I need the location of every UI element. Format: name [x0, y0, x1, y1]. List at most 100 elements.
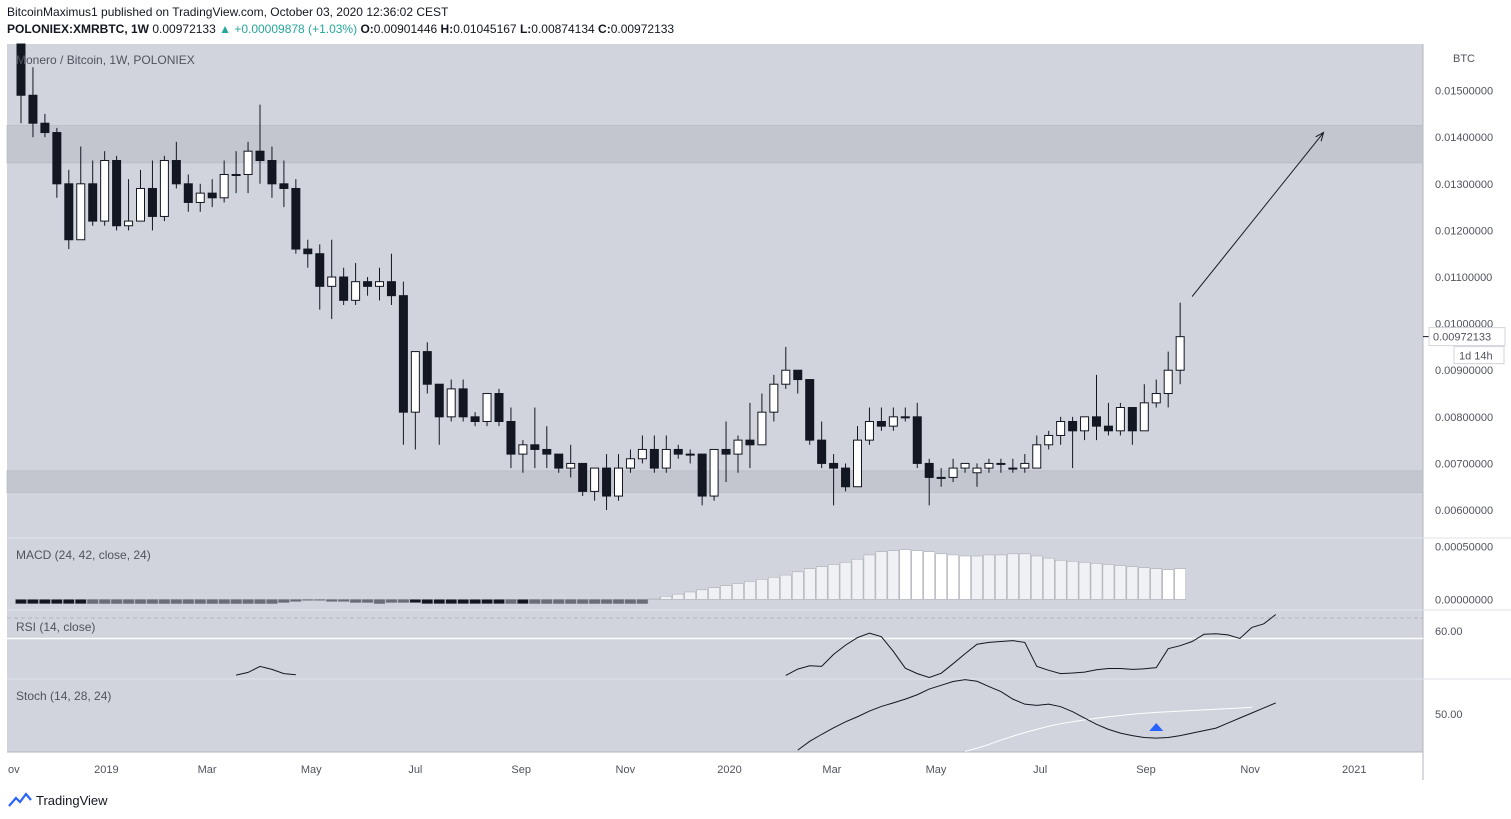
macd-bar	[1019, 553, 1031, 600]
macd-bar	[911, 550, 923, 600]
candle-body	[255, 150, 265, 162]
candle-body	[948, 467, 958, 478]
macd-bar	[194, 599, 206, 604]
rsi-pane-bg	[7, 610, 1423, 679]
macd-label: MACD (24, 42, close, 24)	[16, 548, 151, 562]
candle-body	[159, 160, 169, 217]
candle-body	[398, 295, 408, 413]
candle-body	[363, 281, 373, 287]
macd-bar	[1126, 566, 1139, 600]
macd-bar	[134, 599, 147, 604]
candle-body	[147, 187, 157, 217]
macd-bar	[588, 599, 601, 604]
macd-bar	[469, 599, 481, 604]
macd-bar	[326, 599, 338, 602]
candle-body	[171, 160, 181, 185]
macd-bar	[768, 576, 780, 600]
macd-bar	[505, 599, 517, 604]
time-tick-label: Mar	[198, 764, 217, 776]
tradingview-logo-icon	[8, 792, 32, 807]
price-tick-label: 0.01500000	[1435, 86, 1493, 98]
macd-bar	[1138, 567, 1151, 600]
macd-bar	[457, 599, 469, 604]
candle-body	[231, 173, 241, 176]
candle-body	[900, 416, 910, 419]
stoch-tick-label: 50.00	[1435, 709, 1463, 721]
candle-body	[661, 448, 671, 469]
brand-name[interactable]: TradingView	[36, 792, 108, 808]
macd-bar	[804, 568, 816, 600]
candle-body	[1080, 416, 1090, 432]
macd-bar	[39, 599, 51, 604]
macd-bar	[792, 571, 804, 600]
price-tick-label: 0.01300000	[1435, 179, 1493, 191]
macd-bar	[863, 554, 876, 600]
candle-body	[219, 173, 229, 199]
candle-body	[195, 192, 205, 203]
candle-body	[602, 467, 612, 497]
candle-body	[721, 448, 731, 455]
candle-body	[482, 393, 492, 422]
ohlc-legend: POLONIEX:XMRBTC, 1W 0.00972133 ▲ +0.0000…	[7, 22, 674, 36]
candle-body	[912, 416, 922, 464]
candle-body	[1068, 420, 1078, 432]
candle-body	[769, 383, 779, 413]
rsi-label: RSI (14, close)	[16, 620, 95, 634]
last-price-badge	[1428, 327, 1506, 347]
macd-bar	[51, 599, 63, 604]
macd-bar	[947, 554, 959, 600]
macd-bar	[827, 564, 840, 600]
candle-body	[28, 94, 38, 124]
macd-bar	[624, 599, 637, 604]
candle-body	[458, 388, 468, 418]
macd-bar	[218, 599, 230, 604]
macd-bar	[600, 599, 613, 604]
candle-body	[530, 444, 540, 450]
macd-bar	[971, 555, 983, 600]
macd-bar	[433, 599, 445, 604]
macd-bar	[170, 599, 183, 604]
candle-body	[853, 439, 862, 488]
high-label: H:	[440, 22, 454, 36]
macd-bar	[720, 585, 732, 600]
macd-bar	[684, 591, 696, 600]
time-tick-label: Sep	[511, 764, 531, 776]
time-tick-label: May	[301, 764, 322, 776]
macd-bar	[636, 599, 649, 604]
candle-body	[243, 150, 253, 175]
candle-body	[76, 183, 86, 241]
candle-body	[1020, 462, 1030, 469]
candle-body	[793, 369, 803, 381]
candle-body	[673, 448, 683, 455]
candle-body	[410, 351, 420, 413]
last-price: 0.00972133	[152, 22, 216, 36]
macd-bar	[314, 599, 326, 601]
candle-body	[614, 467, 623, 497]
candle-body	[422, 351, 432, 385]
price-chart[interactable]: BTC 0.01500000 0.01400000 0.01300000 0.01200…	[0, 0, 1511, 790]
candle-body	[542, 448, 552, 455]
time-tick-label: May	[926, 764, 947, 776]
candle-body	[136, 187, 145, 222]
close-label: C:	[598, 22, 611, 36]
candle-body	[124, 220, 134, 227]
macd-bar	[230, 599, 242, 604]
price-axis-bg	[1423, 44, 1511, 780]
candle-body	[781, 369, 791, 385]
macd-bar	[995, 554, 1007, 600]
candle-body	[291, 187, 301, 250]
candle-body	[817, 439, 827, 464]
stoch-k-line	[797, 679, 1276, 751]
macd-tick-label: 0.00050000	[1435, 541, 1493, 553]
candle-body	[984, 462, 994, 469]
macd-bar	[983, 554, 995, 600]
resistance-zone	[6, 125, 1424, 164]
macd-bar	[98, 599, 111, 604]
macd-bar	[242, 599, 254, 604]
candle-body	[649, 448, 659, 469]
candle-body	[375, 281, 384, 287]
close-value: 0.00972133	[610, 22, 675, 36]
candle-body	[924, 462, 934, 478]
candle-body	[864, 420, 874, 441]
macd-bar	[1090, 563, 1103, 600]
